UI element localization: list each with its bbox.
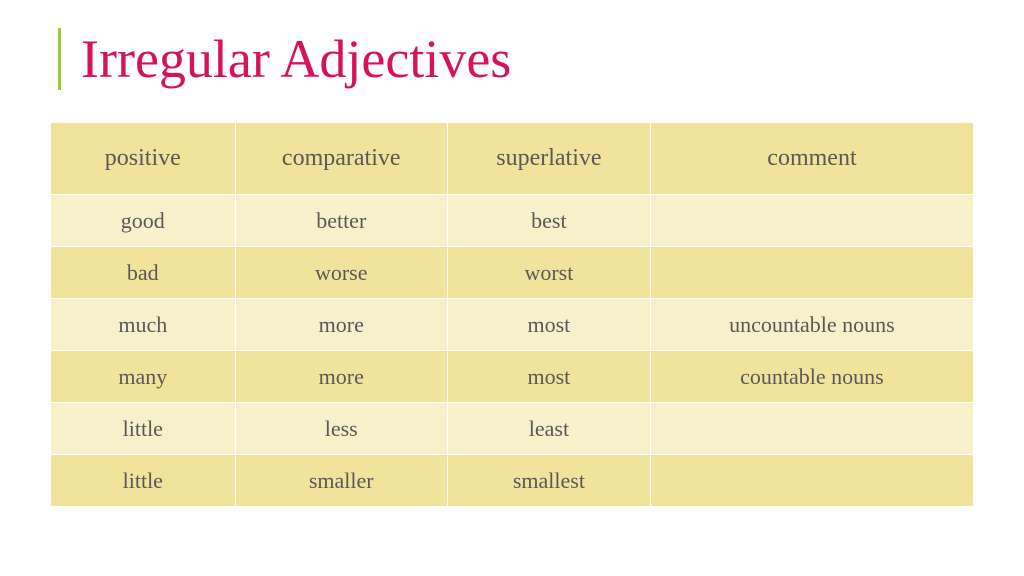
table-row: much more most uncountable nouns xyxy=(51,299,974,351)
col-header-comparative: comparative xyxy=(235,123,447,195)
cell-comparative: more xyxy=(235,351,447,403)
title-accent-bar: Irregular Adjectives xyxy=(58,28,974,90)
col-header-positive: positive xyxy=(51,123,236,195)
cell-comment xyxy=(650,247,973,299)
cell-positive: good xyxy=(51,195,236,247)
cell-superlative: worst xyxy=(447,247,650,299)
cell-superlative: smallest xyxy=(447,455,650,507)
table-header-row: positive comparative superlative comment xyxy=(51,123,974,195)
cell-comment xyxy=(650,455,973,507)
cell-positive: many xyxy=(51,351,236,403)
col-header-superlative: superlative xyxy=(447,123,650,195)
cell-superlative: best xyxy=(447,195,650,247)
cell-comment xyxy=(650,195,973,247)
cell-positive: little xyxy=(51,403,236,455)
table-row: little less least xyxy=(51,403,974,455)
table-row: good better best xyxy=(51,195,974,247)
adjectives-table: positive comparative superlative comment… xyxy=(50,122,974,507)
table-row: many more most countable nouns xyxy=(51,351,974,403)
table-row: little smaller smallest xyxy=(51,455,974,507)
col-header-comment: comment xyxy=(650,123,973,195)
cell-comparative: better xyxy=(235,195,447,247)
cell-comment: countable nouns xyxy=(650,351,973,403)
cell-superlative: most xyxy=(447,351,650,403)
cell-superlative: most xyxy=(447,299,650,351)
table-row: bad worse worst xyxy=(51,247,974,299)
cell-comment xyxy=(650,403,973,455)
cell-comment: uncountable nouns xyxy=(650,299,973,351)
cell-comparative: smaller xyxy=(235,455,447,507)
cell-positive: little xyxy=(51,455,236,507)
cell-comparative: more xyxy=(235,299,447,351)
page-title: Irregular Adjectives xyxy=(81,28,974,90)
cell-comparative: less xyxy=(235,403,447,455)
cell-superlative: least xyxy=(447,403,650,455)
cell-comparative: worse xyxy=(235,247,447,299)
cell-positive: much xyxy=(51,299,236,351)
cell-positive: bad xyxy=(51,247,236,299)
